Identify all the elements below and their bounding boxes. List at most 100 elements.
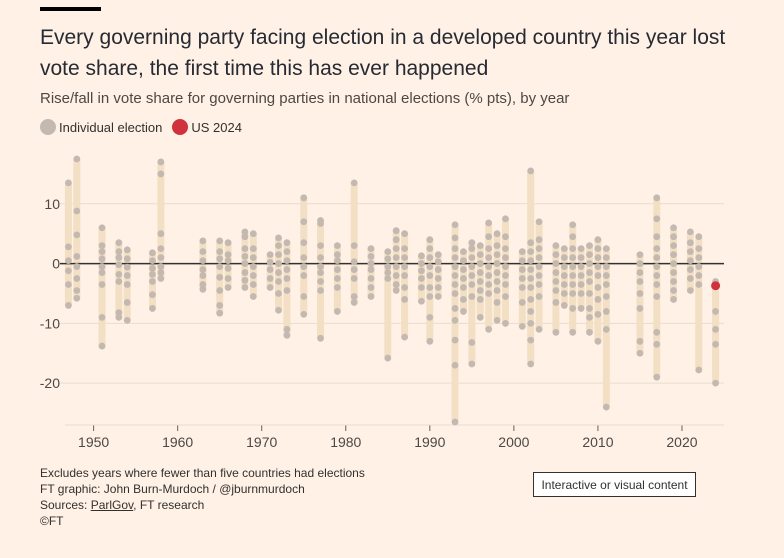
data-point xyxy=(636,337,644,345)
y-tick-label: 0 xyxy=(52,256,60,272)
data-point xyxy=(527,275,535,282)
data-point xyxy=(670,224,677,232)
data-point xyxy=(199,281,207,288)
data-point xyxy=(73,287,81,294)
data-point xyxy=(199,257,207,264)
data-point xyxy=(367,245,375,253)
data-point xyxy=(283,257,291,264)
data-point xyxy=(577,305,585,312)
x-tick-label: 1990 xyxy=(414,434,445,450)
data-point xyxy=(493,278,501,285)
data-point xyxy=(569,281,577,288)
data-point xyxy=(283,239,291,247)
data-point xyxy=(586,269,593,276)
data-point xyxy=(241,253,249,260)
data-point xyxy=(535,236,543,244)
data-point xyxy=(577,290,585,297)
data-point xyxy=(199,266,207,273)
data-point xyxy=(434,251,442,259)
data-point xyxy=(451,290,459,297)
data-point xyxy=(216,287,224,294)
data-point xyxy=(460,257,467,264)
data-point xyxy=(451,263,459,270)
data-point xyxy=(65,281,72,288)
data-point xyxy=(426,263,434,270)
data-point xyxy=(275,260,282,267)
data-point xyxy=(569,254,577,262)
data-point xyxy=(569,305,577,312)
x-tick-label: 2010 xyxy=(582,434,613,450)
data-point xyxy=(569,245,577,253)
data-point xyxy=(686,239,694,247)
data-point xyxy=(586,290,593,297)
data-point xyxy=(602,263,610,270)
data-point xyxy=(653,254,661,262)
data-point xyxy=(401,230,409,238)
data-point xyxy=(426,272,434,279)
data-point xyxy=(157,170,165,178)
data-point xyxy=(586,305,593,312)
data-point xyxy=(426,313,434,321)
data-point xyxy=(602,308,610,315)
legend-swatch-us-2024 xyxy=(172,119,189,135)
data-point xyxy=(275,269,282,276)
data-point xyxy=(560,290,568,297)
data-point xyxy=(300,263,308,270)
data-point xyxy=(434,293,442,300)
parlgov-link[interactable]: ParlGov xyxy=(90,498,134,512)
data-point xyxy=(712,308,719,315)
data-point xyxy=(266,266,274,273)
data-point xyxy=(695,254,703,262)
data-point xyxy=(468,360,476,368)
legend-label-us-2024: US 2024 xyxy=(191,119,242,135)
data-point xyxy=(552,299,560,306)
data-point xyxy=(527,239,535,247)
data-point xyxy=(518,257,526,264)
data-point xyxy=(300,239,308,247)
data-point xyxy=(653,194,661,202)
data-point xyxy=(401,272,409,279)
data-point xyxy=(476,296,484,303)
data-point xyxy=(157,269,165,276)
data-point xyxy=(266,258,274,266)
data-point xyxy=(476,260,484,267)
x-tick-label: 1950 xyxy=(78,434,109,450)
data-point xyxy=(518,275,526,282)
data-point xyxy=(241,276,249,284)
y-tick-label: 10 xyxy=(44,196,60,212)
data-point xyxy=(300,194,308,202)
data-point xyxy=(560,245,568,253)
data-point xyxy=(384,354,392,362)
chart-footer: Excludes years where fewer than five cou… xyxy=(40,465,365,529)
data-point xyxy=(224,264,232,272)
data-point xyxy=(317,263,324,270)
data-point xyxy=(686,248,694,256)
range-bar xyxy=(501,218,509,324)
data-point xyxy=(602,272,610,279)
data-point xyxy=(493,251,501,259)
x-tick-label: 1980 xyxy=(330,434,361,450)
data-point xyxy=(653,272,661,279)
data-point xyxy=(594,337,602,345)
data-point xyxy=(241,260,249,267)
data-point xyxy=(493,299,501,306)
data-point xyxy=(451,305,459,312)
data-point xyxy=(586,242,593,250)
data-point xyxy=(502,319,509,327)
data-point xyxy=(552,260,560,267)
data-point xyxy=(283,287,291,294)
data-point xyxy=(535,254,543,262)
data-point xyxy=(670,296,677,303)
data-point xyxy=(670,251,677,259)
range-bar xyxy=(468,242,476,365)
data-point xyxy=(392,281,400,288)
data-point xyxy=(594,263,602,270)
data-point xyxy=(367,284,375,291)
interactive-content-button[interactable]: Interactive or visual content xyxy=(533,472,696,497)
data-point xyxy=(552,242,560,250)
data-point xyxy=(535,293,543,300)
chart-title: Every governing party facing election in… xyxy=(40,26,726,80)
data-point xyxy=(73,207,81,215)
data-point xyxy=(249,263,257,270)
data-point xyxy=(695,281,703,288)
